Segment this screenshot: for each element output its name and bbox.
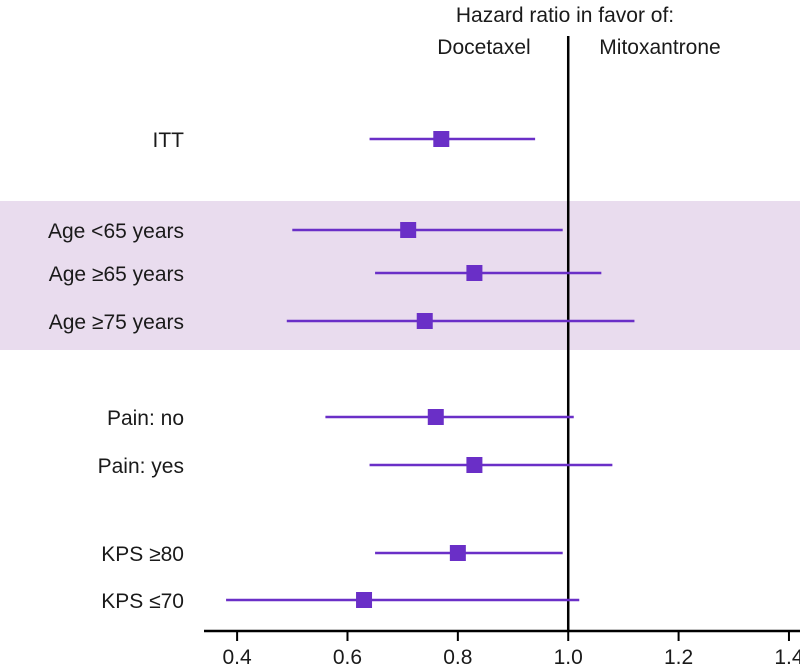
x-tick-label: 0.8 [443,646,472,668]
row-label: Age ≥75 years [49,311,184,334]
forest-rows: ITT Age <65 years Age ≥65 years Age ≥75 yea… [48,129,635,613]
x-tick-label: 0.6 [333,646,362,668]
x-axis-ticks: 0.4 0.6 0.8 1.0 1.2 1.4 [223,631,800,668]
hazard-ratio-marker [449,545,466,561]
forest-row: KPS ≤70 [101,590,580,613]
forest-row: Age ≥75 years [49,311,635,334]
row-label: KPS ≥80 [101,543,184,566]
row-label: Age ≥65 years [49,263,184,286]
hazard-ratio-marker [466,457,483,473]
forest-row: Age <65 years [48,220,563,243]
forest-row: KPS ≥80 [101,543,563,566]
left-favor-label: Docetaxel [437,36,530,59]
hazard-ratio-marker [433,131,450,147]
hazard-ratio-marker [466,265,483,281]
row-label: Pain: no [107,407,184,430]
hazard-ratio-marker [427,409,444,425]
forest-row: ITT [153,129,536,152]
x-tick-label: 0.4 [223,646,253,668]
age-subgroup-highlight-band [0,201,800,350]
chart-title: Hazard ratio in favor of: [456,4,674,27]
x-tick-label: 1.0 [554,646,583,668]
hazard-ratio-marker [416,313,433,329]
row-label: Pain: yes [98,455,184,478]
x-tick-label: 1.4 [774,646,800,668]
forest-row: Age ≥65 years [49,263,602,286]
right-favor-label: Mitoxantrone [599,36,720,59]
forest-row: Pain: no [107,407,574,430]
row-label: KPS ≤70 [101,590,184,613]
forest-row: Pain: yes [98,455,613,478]
x-tick-label: 1.2 [664,646,693,668]
hazard-ratio-marker [356,592,373,608]
hazard-ratio-marker [400,222,417,238]
row-label: Age <65 years [48,220,184,243]
row-label: ITT [153,129,185,152]
